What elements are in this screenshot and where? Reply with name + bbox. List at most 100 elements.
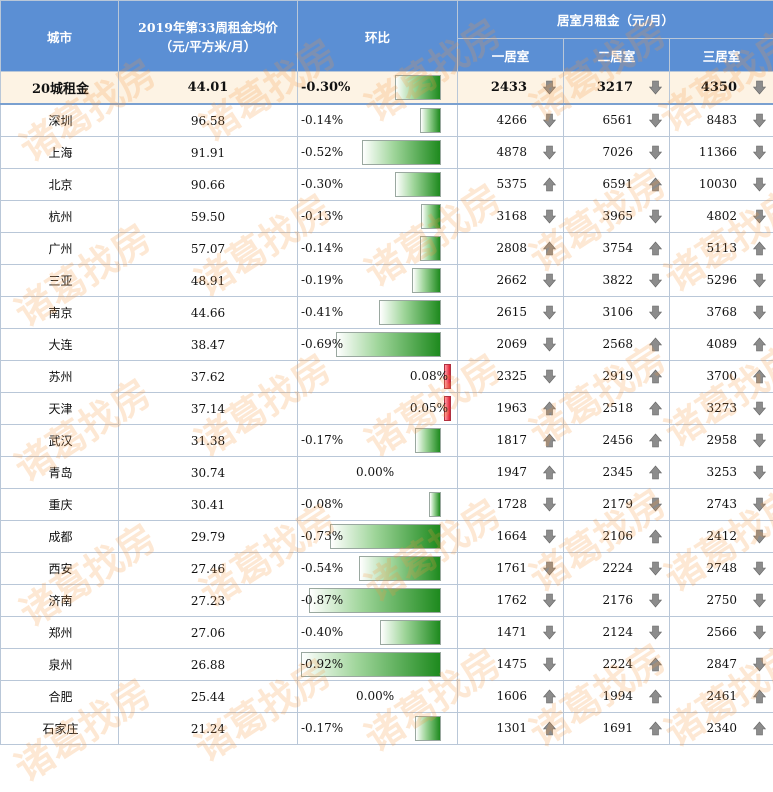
rent-r2-value: 3822 [602,265,633,296]
mom-cell: 0.00% [298,681,458,713]
rent-r2-cell: 7026 [564,137,670,169]
avg-price: 44.66 [119,297,298,329]
arrow-up-icon [649,721,662,736]
rent-r2-value: 3106 [602,297,633,328]
mom-cell: -0.08% [298,489,458,521]
arrow-up-icon [649,689,662,704]
rent-r3-value: 2750 [706,585,737,616]
rent-r2-value: 2176 [602,585,633,616]
arrow-up-icon [649,465,662,480]
arrow-down-icon [753,401,766,416]
rent-r3-cell: 2748 [670,553,773,585]
mom-cell: 0.08% [298,361,458,393]
rent-r1-cell: 1606 [458,681,564,713]
arrow-down-icon [753,465,766,480]
arrow-down-icon [543,337,556,352]
total-mom-bar [395,75,441,100]
total-r3-cell: 4350 [670,72,773,105]
rent-r2-value: 7026 [602,137,633,168]
mom-cell: -0.40% [298,617,458,649]
arrow-down-icon [543,561,556,576]
avg-price: 38.47 [119,329,298,361]
mom-cell: -0.54% [298,553,458,585]
avg-price: 27.06 [119,617,298,649]
rent-r1-value: 1664 [496,521,527,552]
rent-r1-cell: 4878 [458,137,564,169]
arrow-down-icon [753,529,766,544]
arrow-down-icon [649,593,662,608]
rent-r1-value: 2808 [496,233,527,264]
rent-r3-cell: 2847 [670,649,773,681]
arrow-down-icon [753,177,766,192]
mom-cell: -0.87% [298,585,458,617]
city-name: 苏州 [1,361,119,393]
rent-r3-value: 4089 [706,329,737,360]
arrow-down-icon [543,593,556,608]
mom-cell: -0.41% [298,297,458,329]
arrow-down-icon [543,529,556,544]
table-header: 城市 2019年第33周租金均价 （元/平方米/月） 环比 居室月租金（元/月）… [1,1,773,72]
rent-r2-value: 3965 [602,201,633,232]
header-r3: 三居室 [670,39,773,72]
arrow-up-icon [649,433,662,448]
rent-r1-value: 2615 [496,297,527,328]
arrow-up-icon [649,369,662,384]
mom-value: -0.19% [301,265,343,296]
arrow-down-icon [753,497,766,512]
arrow-down-icon [543,80,556,95]
total-r1-value: 2433 [491,72,527,103]
rent-r3-value: 2461 [706,681,737,712]
city-name: 南京 [1,297,119,329]
rent-r1-cell: 1761 [458,553,564,585]
rent-r3-cell: 4089 [670,329,773,361]
rent-r3-cell: 3273 [670,393,773,425]
rent-r2-cell: 3106 [564,297,670,329]
rent-r3-cell: 3768 [670,297,773,329]
city-name: 成都 [1,521,119,553]
arrow-up-icon [753,369,766,384]
rent-r3-value: 2743 [706,489,737,520]
avg-price: 37.14 [119,393,298,425]
mom-value: 0.00% [356,681,394,712]
rent-r2-cell: 2919 [564,361,670,393]
arrow-down-icon [649,497,662,512]
mom-value: -0.08% [301,489,343,520]
rent-r2-cell: 2224 [564,553,670,585]
rent-r2-cell: 2179 [564,489,670,521]
arrow-down-icon [649,113,662,128]
header-city: 城市 [1,1,119,72]
rent-r3-value: 5296 [706,265,737,296]
rent-table: 城市 2019年第33周租金均价 （元/平方米/月） 环比 居室月租金（元/月）… [0,0,773,745]
avg-price: 37.62 [119,361,298,393]
mom-value: -0.41% [301,297,343,328]
rent-r2-value: 2919 [602,361,633,392]
mom-cell: -0.17% [298,713,458,745]
city-name: 重庆 [1,489,119,521]
arrow-down-icon [753,625,766,640]
city-name: 合肥 [1,681,119,713]
arrow-down-icon [753,561,766,576]
rent-r2-value: 2124 [602,617,633,648]
arrow-down-icon [753,273,766,288]
avg-price: 96.58 [119,104,298,137]
arrow-down-icon [753,145,766,160]
rent-r1-value: 1817 [496,425,527,456]
mom-cell: -0.69% [298,329,458,361]
rent-r3-cell: 11366 [670,137,773,169]
rent-r1-value: 1471 [496,617,527,648]
arrow-down-icon [753,113,766,128]
mom-value: 0.05% [410,393,448,424]
mom-cell: -0.14% [298,233,458,265]
rent-r1-value: 1963 [496,393,527,424]
avg-price: 21.24 [119,713,298,745]
rent-r3-value: 10030 [699,169,737,200]
